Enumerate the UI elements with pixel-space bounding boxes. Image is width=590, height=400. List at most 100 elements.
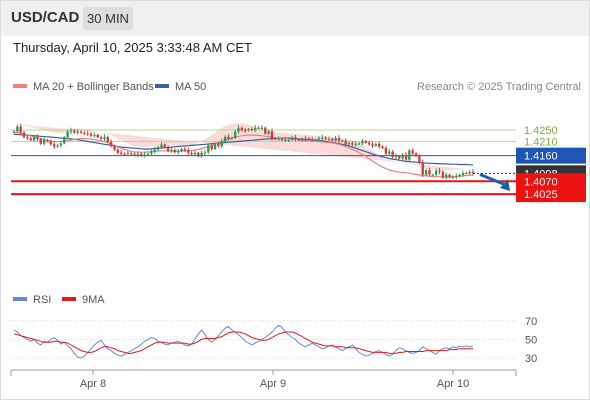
candle-body	[140, 153, 143, 156]
support-label-5: 1.4025	[524, 189, 558, 201]
ma50-legend-label: MA 50	[175, 81, 206, 93]
forecast-arrow-head	[500, 178, 510, 191]
candle-body	[297, 139, 300, 141]
candle-body	[237, 128, 240, 132]
candle-body	[69, 130, 73, 132]
candle-body	[230, 137, 233, 139]
candle-body	[76, 131, 79, 133]
candle-body	[431, 174, 434, 176]
candle-body	[307, 138, 311, 140]
candle-body	[123, 153, 126, 155]
ma50-legend-swatch	[155, 84, 169, 88]
candle-body	[270, 131, 274, 139]
x-tick-label: Apr 9	[260, 378, 286, 390]
symbol-title: USD/CAD	[11, 9, 80, 26]
candle-body	[73, 130, 76, 133]
candle-body	[86, 133, 89, 135]
candle-body	[354, 143, 357, 145]
support-label-4: 1.4070	[524, 176, 558, 188]
candle-body	[187, 150, 190, 153]
candle-body	[404, 154, 408, 160]
candle-body	[317, 138, 321, 140]
candle-body	[347, 143, 351, 145]
candle-body	[22, 132, 26, 138]
candle-body	[421, 162, 424, 175]
candle-body	[197, 152, 200, 157]
candle-body	[42, 139, 46, 144]
candle-body	[314, 139, 317, 141]
timeframe-badge[interactable]: 30 MIN	[83, 7, 133, 30]
ma20-legend-swatch	[13, 84, 27, 88]
candle-body	[448, 174, 451, 178]
candle-body	[39, 139, 43, 144]
candle-body	[341, 140, 344, 142]
candle-body	[367, 142, 371, 145]
candle-body	[203, 152, 207, 154]
forecast-arrow-shaft	[479, 173, 507, 187]
candle-body	[63, 137, 66, 144]
candle-body	[183, 149, 187, 151]
candle-body	[207, 145, 210, 153]
candle-body	[156, 147, 160, 150]
rsi-legend-swatch	[13, 297, 27, 301]
candle-body	[93, 134, 96, 136]
candle-body	[116, 149, 120, 153]
rsi-ma-line	[13, 331, 473, 354]
candle-body	[441, 171, 445, 178]
resistance-label-1: 1.4250	[524, 125, 558, 137]
rsi-panel: 70 50 30	[11, 316, 537, 365]
rsi-legend: RSI 9MA	[13, 294, 105, 306]
candle-body	[160, 144, 163, 148]
candle-body	[264, 127, 267, 134]
candle-body	[304, 138, 307, 140]
candle-body	[274, 138, 277, 140]
candle-body	[136, 153, 140, 155]
candle-body	[394, 155, 398, 158]
support-badge-4	[516, 173, 586, 190]
candle-body	[374, 143, 378, 146]
candle-body	[106, 137, 110, 142]
candle-body	[461, 173, 465, 176]
candle-body	[324, 137, 327, 139]
candle-body	[173, 149, 177, 153]
candle-body	[267, 131, 270, 134]
candle-body	[418, 156, 421, 163]
candle-body	[143, 154, 146, 156]
candle-body	[103, 137, 106, 139]
candle-body	[217, 143, 220, 147]
ma20-legend-label: MA 20 + Bollinger Bands	[33, 81, 154, 93]
candle-body	[471, 171, 475, 174]
candle-body	[26, 137, 29, 139]
candle-body	[321, 137, 324, 139]
chart-timestamp: Thursday, April 10, 2025 3:33:48 AM CET	[13, 40, 252, 55]
candle-body	[56, 145, 59, 147]
candle-body	[434, 170, 438, 175]
candle-body	[351, 143, 354, 145]
candle-body	[227, 136, 230, 139]
rsi-tick-50: 50	[525, 334, 537, 346]
candle-body	[180, 149, 183, 152]
candle-body	[12, 131, 16, 133]
rsi-ma-legend-swatch	[62, 297, 76, 301]
rsi-ma-legend-label: 9MA	[82, 294, 105, 306]
candle-body	[53, 144, 56, 147]
candle-body	[337, 137, 341, 141]
candle-body	[223, 136, 227, 142]
candle-body	[190, 152, 193, 155]
candle-body	[451, 177, 455, 179]
candle-body	[240, 128, 244, 131]
candle-body	[170, 149, 173, 151]
rsi-legend-label: RSI	[33, 294, 51, 306]
candle-body	[411, 150, 414, 154]
candle-body	[310, 139, 314, 141]
candle-body	[331, 138, 334, 141]
candle-body	[200, 152, 203, 157]
candle-body	[334, 137, 337, 141]
candle-body	[458, 175, 461, 177]
copyright-note: Research © 2025 Trading Central	[417, 81, 581, 93]
candle-body	[398, 155, 401, 159]
candle-body	[444, 174, 448, 178]
candle-body	[247, 129, 250, 131]
candle-body	[428, 170, 431, 175]
candle-body	[465, 173, 468, 175]
